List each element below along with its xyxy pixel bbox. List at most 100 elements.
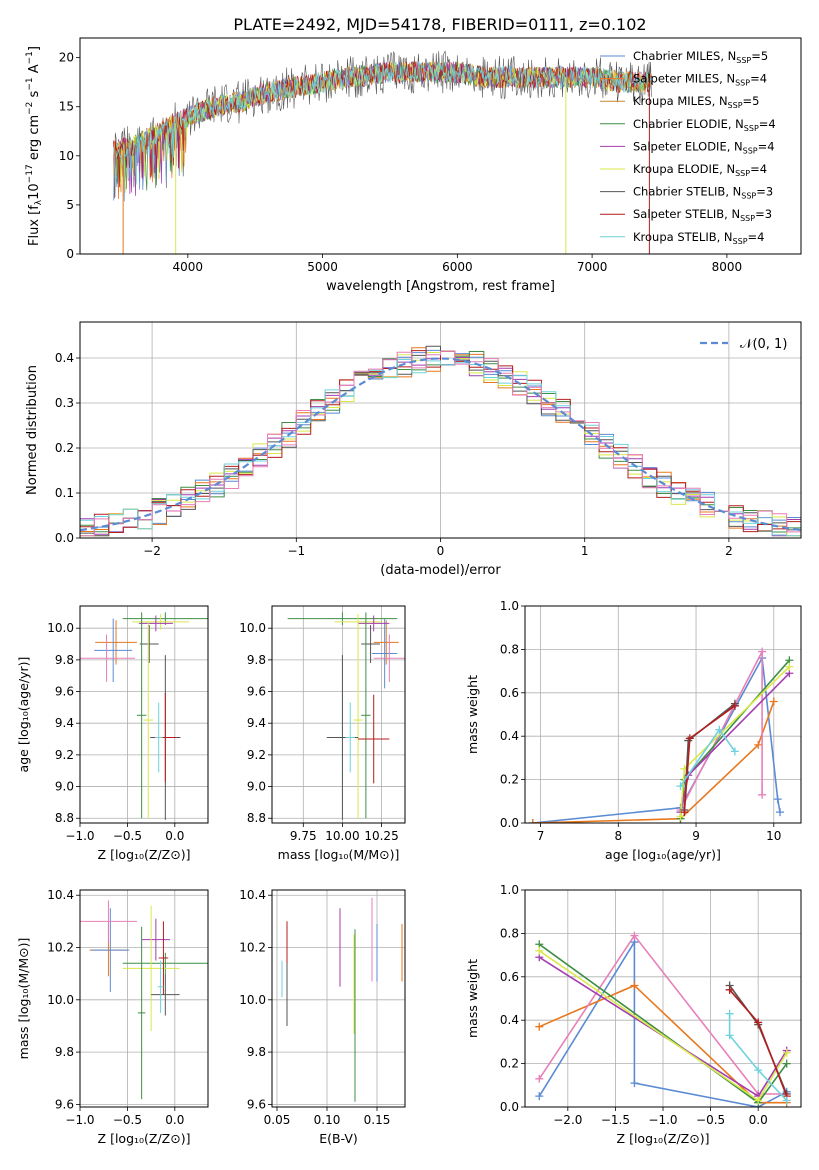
spectrum-legend-label: Chabrier ELODIE, NSSP=4 — [633, 117, 776, 133]
weight_vs_Z-lines — [535, 931, 791, 1107]
residuals-frame — [79, 321, 802, 539]
figure-title: PLATE=2492, MJD=54178, FIBERID=0111, z=0… — [233, 15, 646, 34]
weight_vs_Z-frame — [524, 889, 802, 1108]
residuals-ytick-label: 0.0 — [55, 531, 74, 545]
spectrum-legend-label: Salpeter MILES, NSSP=4 — [633, 72, 767, 88]
mass_vs_ebv-xtick-label: 0.05 — [264, 1113, 291, 1127]
normal-reference-curve — [80, 357, 801, 532]
mass_vs_Z-xtick-label: 0.0 — [165, 1113, 184, 1127]
weight_vs_age-point-marker — [680, 808, 689, 817]
age_vs_mass-ytick-label: 9.6 — [247, 685, 266, 699]
age_vs_Z-xtick-label: −0.5 — [113, 829, 142, 843]
weight_vs_Z-xlabel: Z [log₁₀(Z/Z⊙)] — [617, 1131, 710, 1146]
weight_vs_age-point-marker — [758, 647, 767, 656]
age_vs_Z-xtick-label: −1.0 — [65, 829, 94, 843]
weight_vs_age-point-marker — [676, 782, 685, 791]
weight_vs_Z-point-marker — [782, 1059, 791, 1068]
weight_vs_age-point-marker — [676, 812, 685, 821]
weight_vs_Z-point-marker — [630, 981, 639, 990]
spectrum-ytick-label: 15 — [59, 100, 74, 114]
weight_vs_Z-ytick-label: 0.6 — [500, 970, 519, 984]
weight_vs_Z-point-marker — [630, 1079, 639, 1088]
weight_vs_Z-xtick-label: −2.0 — [553, 1113, 582, 1127]
age_vs_mass-errorbars — [287, 612, 405, 820]
mass_vs_ebv-frame — [271, 889, 406, 1108]
weight_vs_Z-ytick-label: 0.0 — [500, 1100, 519, 1114]
age_vs_Z-ytick-label: 9.0 — [55, 780, 74, 794]
age_vs_mass-ytick-label: 9.2 — [247, 748, 266, 762]
weight_vs_age-ytick-label: 0.8 — [500, 642, 519, 656]
weight_vs_Z-point-marker — [535, 1092, 544, 1101]
residuals-ytick-label: 0.2 — [55, 441, 74, 455]
mass_vs_ebv-errorbars — [281, 897, 403, 1102]
residual-histogram-series — [80, 359, 801, 537]
age_vs_Z-errorbars — [80, 612, 208, 820]
weight_vs_Z-point-marker — [725, 985, 734, 994]
weight_vs_age-lines — [528, 647, 794, 823]
spectrum-legend-label: Kroupa ELODIE, NSSP=4 — [633, 162, 767, 178]
weight_vs_Z-xtick-label: 0.0 — [749, 1113, 768, 1127]
weight_vs_age-point-marker — [773, 795, 782, 804]
residuals-xtick-label: −1 — [287, 544, 305, 558]
weight_vs_age-point-marker — [776, 808, 785, 817]
weight_vs_age-ytick-label: 0.4 — [500, 729, 519, 743]
weight_vs_age-series-line — [532, 701, 775, 823]
weight_vs_age-point-marker — [528, 819, 537, 823]
age_vs_Z-ytick-label: 9.6 — [55, 685, 74, 699]
age_vs_Z-ytick-label: 9.8 — [55, 653, 74, 667]
mass_vs_Z-ytick-label: 10.0 — [47, 993, 74, 1007]
weight_vs_Z-point-marker — [754, 1066, 763, 1075]
mass_vs_ebv-ytick-label: 9.8 — [247, 1045, 266, 1059]
weight_vs_Z-ytick-label: 1.0 — [500, 883, 519, 897]
weight_vs_Z-point-marker — [725, 1031, 734, 1040]
mass_vs_ebv-xtick-label: 0.10 — [314, 1113, 341, 1127]
age_vs_mass-frame — [271, 605, 406, 824]
weight_vs_Z-series-line — [728, 1013, 788, 1102]
mass_vs_Z-xlabel: Z [log₁₀(Z/Z⊙)] — [98, 1131, 191, 1146]
residuals-xtick-label: −2 — [143, 544, 161, 558]
weight_vs_Z-point-marker — [782, 1048, 791, 1057]
age_vs_mass-xtick-label: 9.75 — [290, 829, 317, 843]
weight_vs_age-point-marker — [730, 701, 739, 710]
age_vs_Z-ytick-label: 10.0 — [47, 621, 74, 635]
age_vs_mass-xtick-label: 10.25 — [364, 829, 398, 843]
mass_vs_Z-frame — [79, 889, 209, 1108]
residuals-ytick-label: 0.4 — [55, 351, 74, 365]
spectrum-legend-label: Salpeter STELIB, NSSP=3 — [633, 207, 772, 223]
weight_vs_age-ytick-label: 0.0 — [500, 816, 519, 830]
residuals-ylabel: Normed distribution — [25, 365, 40, 495]
age_vs_mass-ytick-label: 9.4 — [247, 716, 266, 730]
mass_vs_Z-xtick-label: −1.0 — [65, 1113, 94, 1127]
spectrum-ytick-label: 0 — [66, 247, 74, 261]
mass_vs_ebv-ytick-label: 10.2 — [239, 941, 266, 955]
weight_vs_Z-xtick-label: −1.0 — [648, 1113, 677, 1127]
weight_vs_age-ytick-label: 1.0 — [500, 599, 519, 613]
spectrum-legend-label: Salpeter ELODIE, NSSP=4 — [633, 139, 775, 155]
age_vs_Z-ytick-label: 8.8 — [55, 811, 74, 825]
mass_vs_Z-ytick-label: 9.8 — [55, 1045, 74, 1059]
weight_vs_age-frame — [524, 605, 802, 824]
residuals-xlabel: (data-model)/error — [380, 563, 501, 578]
mass_vs_Z-ytick-label: 10.4 — [47, 888, 74, 902]
mass_vs_Z-xtick-label: −0.5 — [113, 1113, 142, 1127]
residuals-xtick-label: 0 — [437, 544, 445, 558]
mass_vs_ebv-ytick-label: 9.6 — [247, 1097, 266, 1111]
age_vs_mass-ytick-label: 9.0 — [247, 780, 266, 794]
residuals-xtick-label: 2 — [725, 544, 733, 558]
residuals-ytick-label: 0.1 — [55, 486, 74, 500]
weight_vs_Z-point-marker — [535, 946, 544, 955]
spectrum-xlabel: wavelength [Angstrom, rest frame] — [326, 279, 555, 294]
weight_vs_Z-point-marker — [630, 931, 639, 940]
spectrum-ytick-label: 20 — [59, 51, 74, 65]
weight_vs_age-xtick-label: 7 — [537, 829, 545, 843]
residual-histograms — [80, 345, 801, 537]
weight_vs_Z-point-marker — [535, 1022, 544, 1031]
spectrum-xtick-label: 6000 — [442, 260, 473, 274]
age_vs_Z-ylabel: age [log₁₀(age/yr)] — [16, 657, 31, 773]
weight_vs_age-xtick-label: 9 — [692, 829, 700, 843]
mass_vs_Z-ytick-label: 9.6 — [55, 1097, 74, 1111]
mass_vs_Z-errorbars — [80, 900, 208, 1100]
weight_vs_Z-point-marker — [782, 1096, 791, 1105]
